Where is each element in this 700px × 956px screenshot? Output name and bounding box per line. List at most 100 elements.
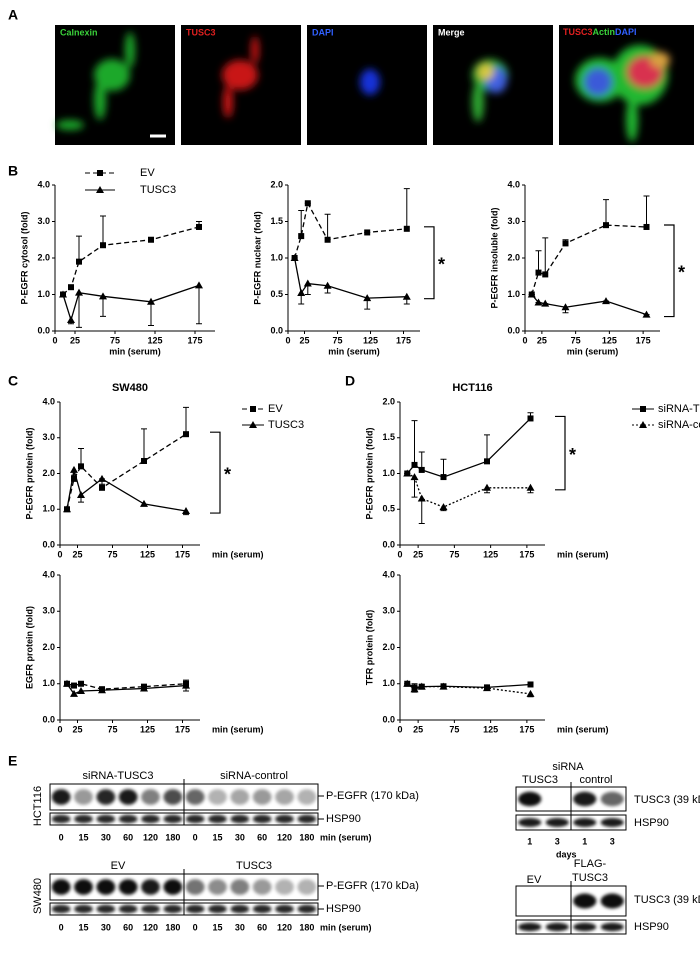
blot-band: [518, 922, 542, 932]
blot-band: [185, 814, 205, 824]
blot-band: [51, 879, 71, 895]
blot-band: [163, 879, 183, 895]
error-bar: [100, 215, 106, 246]
blot-band: [208, 904, 227, 914]
band-label: HSP90: [326, 813, 361, 825]
group-label: siRNA-TUSC3: [83, 770, 154, 782]
x-tick-label: 125: [483, 549, 498, 559]
error-bar: [100, 296, 106, 317]
blot-band: [600, 818, 624, 827]
x-tick-label: 175: [396, 335, 411, 345]
micrographs: [55, 25, 694, 145]
error-bar: [403, 188, 410, 229]
x-tick-label: 25: [72, 549, 82, 559]
lane-label: 15: [78, 922, 88, 932]
x-axis-label: min (serum): [212, 549, 264, 559]
marker: [98, 474, 106, 482]
y-tick-label: 3.0: [37, 216, 50, 226]
channel-label: Merge: [438, 27, 465, 37]
marker: [403, 469, 412, 477]
series-line: [66, 469, 187, 512]
group-label: TUSC3: [522, 774, 558, 786]
blot-band: [96, 814, 116, 824]
marker: [439, 503, 448, 511]
x-tick-label: 0: [285, 335, 290, 345]
marker: [147, 297, 155, 305]
error-bar: [484, 434, 490, 462]
blot-band: [51, 904, 71, 914]
significance-label: *: [678, 263, 685, 283]
blot-band: [573, 818, 597, 827]
error-bar: [411, 420, 418, 465]
blot-band: [573, 791, 597, 807]
x-axis-label: min (serum): [557, 549, 609, 559]
y-tick-label: 2.0: [507, 252, 520, 262]
lane-label: 60: [257, 832, 267, 842]
marker: [526, 689, 535, 697]
x-tick-label: 25: [537, 335, 547, 345]
blot-band: [297, 879, 317, 895]
error-bar: [418, 498, 425, 525]
marker: [324, 236, 331, 243]
x-tick-label: 175: [187, 335, 202, 345]
blot-band: [74, 789, 93, 805]
marker: [99, 484, 105, 491]
lane-label: 180: [299, 922, 314, 932]
blot-band: [230, 879, 250, 895]
error-bar: [324, 213, 331, 240]
marker: [59, 290, 67, 298]
blot-band: [573, 893, 597, 909]
y-tick-label: 0.0: [507, 325, 520, 335]
blot-band: [275, 814, 294, 824]
y-tick-label: 2.0: [42, 642, 55, 652]
blot-band: [230, 814, 250, 824]
marker: [182, 681, 190, 689]
significance-bracket: [424, 226, 435, 300]
x-tick-label: 25: [72, 724, 82, 734]
significance-bracket: [664, 224, 675, 318]
lane-label: 30: [235, 832, 245, 842]
y-axis-label: P-EGFR cytosol (fold): [19, 212, 29, 305]
error-bar: [411, 477, 418, 498]
marker: [364, 229, 371, 236]
group-label: EV: [527, 874, 542, 886]
lane-label: 15: [212, 922, 222, 932]
lane-label: 0: [193, 922, 198, 932]
blot-band: [600, 922, 624, 932]
lane-unit: min (serum): [320, 922, 372, 932]
marker: [304, 200, 311, 207]
significance-label: *: [224, 464, 231, 484]
x-tick-label: 75: [107, 549, 117, 559]
x-tick-label: 75: [107, 724, 117, 734]
y-axis-label: EGFR protein (fold): [24, 606, 34, 689]
cell-line: SW480: [32, 878, 44, 914]
lane-label: 30: [101, 922, 111, 932]
lane-label: 30: [101, 832, 111, 842]
blot-band: [163, 904, 183, 914]
marker: [417, 494, 426, 502]
channel-label: TUSC3: [186, 27, 216, 37]
y-tick-label: 3.0: [42, 606, 55, 616]
x-tick-label: 0: [52, 335, 57, 345]
lane-label: 180: [165, 922, 180, 932]
group-label: TUSC3: [236, 860, 272, 872]
y-tick-label: 4.0: [382, 569, 395, 579]
x-tick-label: 0: [522, 335, 527, 345]
x-axis-label: min (serum): [212, 724, 264, 734]
marker: [141, 457, 147, 464]
y-tick-label: 2.0: [382, 642, 395, 652]
blot-band: [518, 791, 542, 807]
group-label: control: [579, 774, 612, 786]
marker: [99, 292, 107, 300]
y-tick-label: 3.0: [382, 606, 395, 616]
lane-label: 15: [212, 832, 222, 842]
blot-band: [600, 893, 624, 909]
marker: [534, 298, 543, 306]
error-bar: [603, 199, 609, 226]
marker: [290, 254, 299, 261]
marker: [63, 679, 71, 687]
error-bar: [542, 237, 549, 275]
marker: [411, 461, 418, 468]
blot-band: [208, 879, 227, 895]
marker: [363, 294, 372, 302]
